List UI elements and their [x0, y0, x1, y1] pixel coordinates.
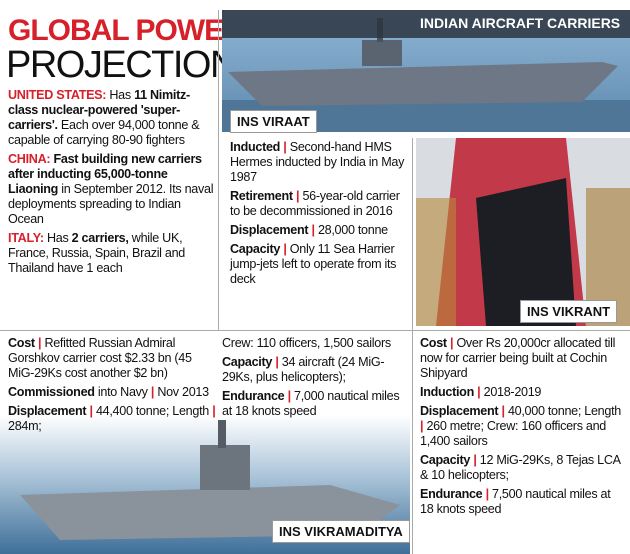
fact-plain: Nov 2013	[157, 385, 209, 399]
divider	[218, 10, 219, 330]
fact-bold: 11 Nimitz-class nuclear-powered 'super-c…	[8, 88, 190, 132]
fact-bold: Displacement	[420, 404, 499, 418]
fact-bar: |	[212, 404, 216, 418]
fact: Capacity | 34 aircraft (24 MiG-29Ks, plu…	[222, 355, 406, 385]
fact-bold: 2 carriers,	[71, 231, 129, 245]
fact-plain: 28,000 tonne	[317, 223, 388, 237]
fact-red: CHINA:	[8, 152, 51, 166]
fact-plain: 56-year-old carrier to be decommissioned…	[230, 189, 400, 218]
fact-bold: Cost	[8, 336, 35, 350]
fact-bar: |	[287, 389, 292, 403]
vikramaditya-caption: INS VIKRAMADITYA	[272, 520, 410, 543]
fact-plain: Second-hand HMS Hermes inducted by India…	[230, 140, 405, 184]
fact: Inducted | Second-hand HMS Hermes induct…	[230, 140, 410, 185]
fact: CHINA: Fast building new carriers after …	[8, 152, 214, 227]
fact-plain: 12 MiG-29Ks, 8 Tejas LCA & 10 helicopter…	[420, 453, 621, 482]
fact-plain: into Navy	[97, 385, 148, 399]
fact-bar: |	[485, 487, 490, 501]
fact-bar: |	[89, 404, 94, 418]
fact: Displacement | 40,000 tonne; Length | 26…	[420, 404, 626, 449]
fact: Endurance | 7,500 nautical miles at 18 k…	[420, 487, 626, 517]
fact-plain: Over Rs 20,000cr allocated till now for …	[420, 336, 616, 380]
fact-plain: Crew: 110 officers, 1,500 sailors	[222, 336, 391, 350]
fact-bar: |	[296, 189, 300, 203]
divider	[0, 330, 630, 331]
fact-bold: Retirement	[230, 189, 293, 203]
fact: Cost | Over Rs 20,000cr allocated till n…	[420, 336, 626, 381]
viraat-facts: Inducted | Second-hand HMS Hermes induct…	[230, 140, 410, 291]
fact-red: ITALY:	[8, 231, 44, 245]
fact-bar: |	[473, 453, 477, 467]
fact-bar: |	[283, 242, 287, 256]
title-line2: PROJECTION	[6, 44, 237, 86]
fact: Retirement | 56-year-old carrier to be d…	[230, 189, 410, 219]
vikramaditya-facts: Crew: 110 officers, 1,500 sailors Capacit…	[222, 336, 406, 423]
fact: Induction | 2018-2019	[420, 385, 626, 400]
vikrant-photo	[416, 138, 630, 326]
fact: ITALY: Has 2 carriers, while UK, France,…	[8, 231, 214, 276]
world-carriers: UNITED STATES: Has 11 Nimitz-class nucle…	[8, 88, 214, 280]
fact: Capacity | 12 MiG-29Ks, 8 Tejas LCA & 10…	[420, 453, 626, 483]
fact-plain: 284m;	[8, 419, 42, 433]
fact-bold: Cost	[420, 336, 447, 350]
fact-bar: |	[283, 140, 287, 154]
fact-plain: Each over 94,000 tonne & capable of carr…	[8, 118, 200, 147]
banner: INDIAN AIRCRAFT CARRIERS	[420, 15, 621, 31]
fact-bar: |	[420, 419, 424, 433]
fact-bold: Endurance	[222, 389, 285, 403]
fact-bar: |	[150, 385, 155, 399]
fact-bold: Commissioned	[8, 385, 95, 399]
fact-bar: |	[450, 336, 454, 350]
fact-bold: Capacity	[420, 453, 471, 467]
fact-plain: Has	[109, 88, 131, 102]
fact-bold: Capacity	[222, 355, 273, 369]
fact-plain: 7,500 nautical miles at 18 knots speed	[420, 487, 611, 516]
fact: Cost | Refitted Russian Admiral Gorshkov…	[8, 336, 216, 381]
fact-bar: |	[275, 355, 279, 369]
divider	[412, 138, 413, 554]
fact-plain: Refitted Russian Admiral Gorshkov carrie…	[8, 336, 192, 380]
fact-bold: Endurance	[420, 487, 483, 501]
fact-plain: 44,400 tonne; Length	[95, 404, 209, 418]
fact-plain: while UK, France, Russia, Spain, Brazil …	[8, 231, 185, 275]
fact-bar: |	[38, 336, 42, 350]
fact-plain: 34 aircraft (24 MiG-29Ks, plus helicopte…	[222, 355, 385, 384]
fact-bold: Displacement	[230, 223, 309, 237]
viraat-caption: INS VIRAAT	[230, 110, 317, 133]
vikrant-caption: INS VIKRANT	[520, 300, 618, 323]
fact-plain: 260 metre; Crew: 160 officers and 1,400 …	[420, 419, 607, 448]
fact-plain: 40,000 tonne; Length	[507, 404, 621, 418]
fact: Endurance | 7,000 nautical miles at 18 k…	[222, 389, 406, 419]
fact-bar: |	[311, 223, 316, 237]
fact-bold: Fast building new carriers after inducti…	[8, 152, 202, 196]
fact: Displacement | 44,400 tonne; Length | 28…	[8, 404, 216, 434]
fact-plain: in September 2012. Its naval deployments…	[8, 182, 214, 226]
vikrant-facts: Cost | Over Rs 20,000cr allocated till n…	[420, 336, 626, 521]
title-line1: GLOBAL POWER	[8, 14, 245, 47]
fact-plain: Only 11 Sea Harrier jump-jets left to op…	[230, 242, 397, 286]
fact: Capacity | Only 11 Sea Harrier jump-jets…	[230, 242, 410, 287]
fact: Displacement | 28,000 tonne	[230, 223, 410, 238]
fact-bar: |	[501, 404, 506, 418]
fact: UNITED STATES: Has 11 Nimitz-class nucle…	[8, 88, 214, 148]
fact-plain: 2018-2019	[483, 385, 542, 399]
fact-bold: Inducted	[230, 140, 281, 154]
fact-plain: 7,000 nautical miles at 18 knots speed	[222, 389, 400, 418]
fact-plain: Has	[46, 231, 69, 245]
vikramaditya-facts: Cost | Refitted Russian Admiral Gorshkov…	[8, 336, 216, 438]
fact-bold: Displacement	[8, 404, 87, 418]
fact-red: UNITED STATES:	[8, 88, 107, 102]
fact: Commissioned into Navy | Nov 2013	[8, 385, 216, 400]
fact-bold: Induction	[420, 385, 474, 399]
fact-bold: Capacity	[230, 242, 281, 256]
fact: Crew: 110 officers, 1,500 sailors	[222, 336, 406, 351]
fact-bar: |	[477, 385, 481, 399]
